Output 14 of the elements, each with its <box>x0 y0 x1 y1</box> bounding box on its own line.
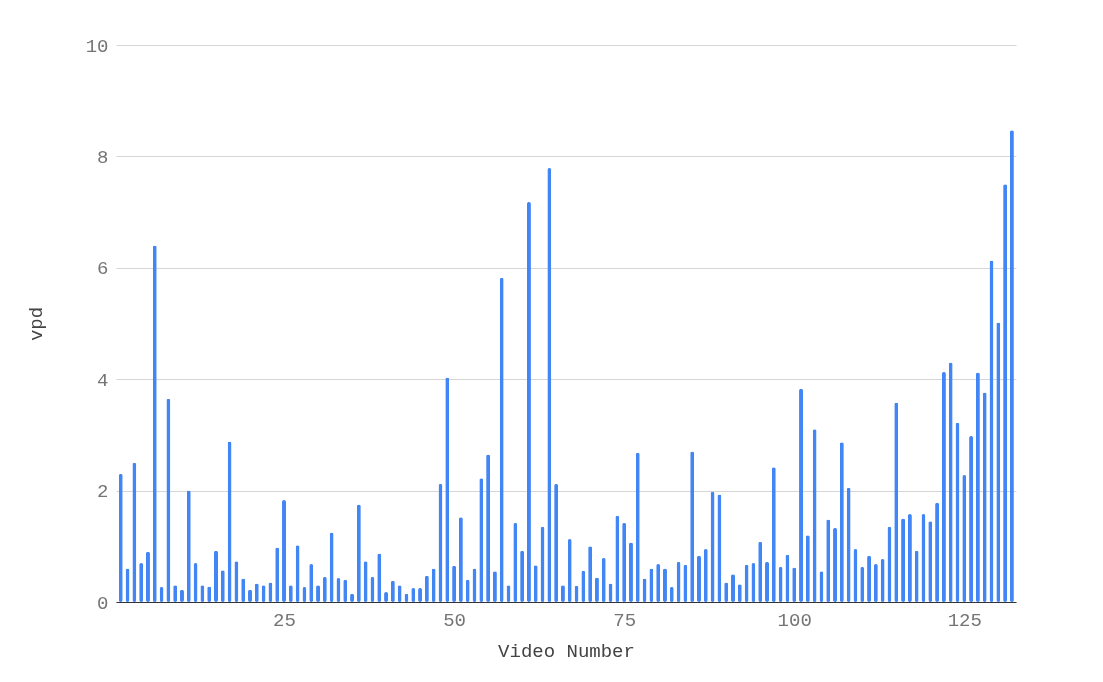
y-tick-label: 4 <box>97 369 109 392</box>
y-tick-label: 0 <box>97 592 109 615</box>
x-tick-label: 125 <box>947 609 982 632</box>
y-tick-label: 2 <box>97 481 109 504</box>
bar <box>214 550 218 602</box>
x-tick-label: 100 <box>777 609 812 632</box>
y-tick-label: 8 <box>97 146 109 169</box>
x-tick-label: 50 <box>443 609 466 632</box>
y-tick-label: 10 <box>85 35 109 58</box>
x-tick-label: 25 <box>273 609 296 632</box>
y-axis-title: vpd <box>25 306 48 342</box>
x-tick-label: 75 <box>613 609 637 632</box>
x-axis-title: Video Number <box>498 640 635 663</box>
y-tick-label: 6 <box>97 258 109 281</box>
